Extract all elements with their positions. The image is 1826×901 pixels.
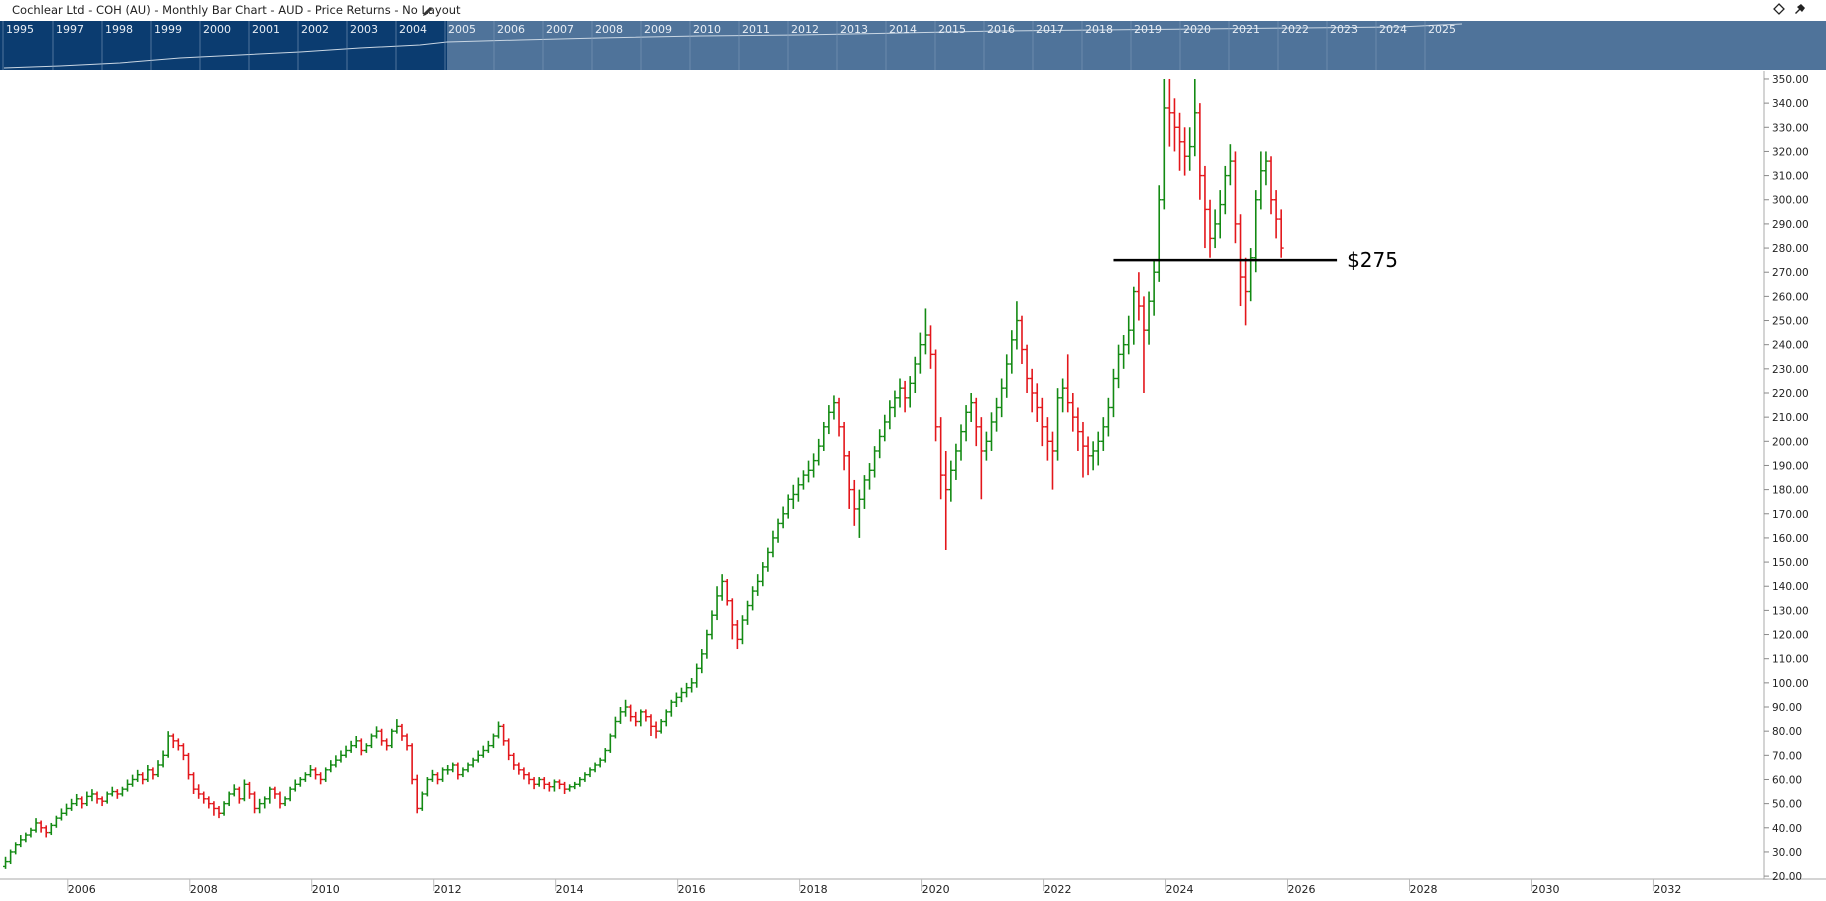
x-tick-label: 2014 — [556, 883, 584, 896]
navigator-year: 2001 — [252, 23, 280, 36]
x-tick-label: 2030 — [1531, 883, 1559, 896]
edit-icon[interactable] — [423, 7, 432, 16]
navigator-year: 2002 — [301, 23, 329, 36]
navigator[interactable]: 1995 1997 1998 1999 2000 2001 2002 2003 2004 2005… — [0, 21, 1826, 70]
navigator-year: 2017 — [1036, 23, 1064, 36]
x-tick-label: 2006 — [68, 883, 96, 896]
navigator-year: 1995 — [6, 23, 34, 36]
y-tick-label: 30.00 — [1772, 847, 1802, 859]
navigator-year: 2009 — [644, 23, 672, 36]
navigator-year: 2007 — [546, 23, 574, 36]
y-tick-label: 120.00 — [1772, 630, 1809, 642]
x-tick-label: 2022 — [1044, 883, 1072, 896]
x-tick-label: 2010 — [312, 883, 340, 896]
navigator-year: 2015 — [938, 23, 966, 36]
y-tick-label: 320.00 — [1772, 146, 1809, 158]
navigator-year: 2011 — [742, 23, 770, 36]
x-tick-label: 2008 — [190, 883, 218, 896]
y-tick-label: 40.00 — [1772, 823, 1802, 835]
y-tick-label: 160.00 — [1772, 533, 1809, 545]
y-tick-label: 280.00 — [1772, 243, 1809, 255]
navigator-year: 2020 — [1183, 23, 1211, 36]
pin-icon[interactable] — [1795, 4, 1805, 14]
navigator-year: 2010 — [693, 23, 721, 36]
x-tick-label: 2028 — [1409, 883, 1437, 896]
y-tick-label: 80.00 — [1772, 726, 1802, 738]
y-tick-label: 270.00 — [1772, 267, 1809, 279]
y-tick-label: 310.00 — [1772, 171, 1809, 183]
navigator-year: 1998 — [105, 23, 133, 36]
y-tick-label: 200.00 — [1772, 436, 1809, 448]
chart-title: Cochlear Ltd - COH (AU) - Monthly Bar Ch… — [12, 3, 461, 17]
navigator-year: 1997 — [56, 23, 84, 36]
x-tick-label: 2024 — [1166, 883, 1194, 896]
navigator-year: 2019 — [1134, 23, 1162, 36]
price-line-label: $275 — [1347, 248, 1398, 272]
y-tick-label: 210.00 — [1772, 412, 1809, 424]
x-tick-label: 2016 — [678, 883, 706, 896]
y-tick-label: 100.00 — [1772, 678, 1809, 690]
y-tick-label: 250.00 — [1772, 316, 1809, 328]
y-tick-label: 180.00 — [1772, 485, 1809, 497]
y-tick-label: 290.00 — [1772, 219, 1809, 231]
navigator-selection — [0, 21, 447, 70]
navigator-year: 2005 — [448, 23, 476, 36]
y-tick-label: 70.00 — [1772, 750, 1802, 762]
navigator-year: 2023 — [1330, 23, 1358, 36]
y-tick-label: 110.00 — [1772, 654, 1809, 666]
navigator-year: 2012 — [791, 23, 819, 36]
navigator-line — [3, 23, 1463, 69]
y-tick-label: 130.00 — [1772, 605, 1809, 617]
y-tick-label: 20.00 — [1772, 871, 1802, 883]
x-tick-label: 2032 — [1653, 883, 1681, 896]
navigator-year: 2018 — [1085, 23, 1113, 36]
x-tick-label: 2018 — [800, 883, 828, 896]
navigator-year: 1999 — [154, 23, 182, 36]
y-tick-label: 330.00 — [1772, 122, 1809, 134]
diamond-icon[interactable] — [1773, 3, 1785, 15]
y-tick-label: 140.00 — [1772, 581, 1809, 593]
navigator-year: 2016 — [987, 23, 1015, 36]
y-tick-label: 260.00 — [1772, 291, 1809, 303]
y-tick-label: 230.00 — [1772, 364, 1809, 376]
x-tick-label: 2012 — [434, 883, 462, 896]
y-tick-label: 50.00 — [1772, 799, 1802, 811]
navigator-year: 2014 — [889, 23, 917, 36]
y-tick-label: 190.00 — [1772, 460, 1809, 472]
y-tick-label: 340.00 — [1772, 98, 1809, 110]
y-tick-label: 60.00 — [1772, 774, 1802, 786]
navigator-year: 2013 — [840, 23, 868, 36]
navigator-year: 2000 — [203, 23, 231, 36]
navigator-year: 2022 — [1281, 23, 1309, 36]
y-tick-label: 90.00 — [1772, 702, 1802, 714]
navigator-year: 2025 — [1428, 23, 1456, 36]
y-tick-label: 300.00 — [1772, 195, 1809, 207]
navigator-year: 2006 — [497, 23, 525, 36]
y-tick-label: 350.00 — [1772, 74, 1809, 86]
y-tick-label: 170.00 — [1772, 509, 1809, 521]
navigator-year: 2024 — [1379, 23, 1407, 36]
navigator-year: 2008 — [595, 23, 623, 36]
x-tick-label: 2020 — [922, 883, 950, 896]
x-tick-label: 2026 — [1288, 883, 1316, 896]
y-tick-label: 220.00 — [1772, 388, 1809, 400]
navigator-year: 2021 — [1232, 23, 1260, 36]
y-tick-label: 240.00 — [1772, 340, 1809, 352]
navigator-year: 2004 — [399, 23, 427, 36]
y-tick-label: 150.00 — [1772, 557, 1809, 569]
navigator-year: 2003 — [350, 23, 378, 36]
